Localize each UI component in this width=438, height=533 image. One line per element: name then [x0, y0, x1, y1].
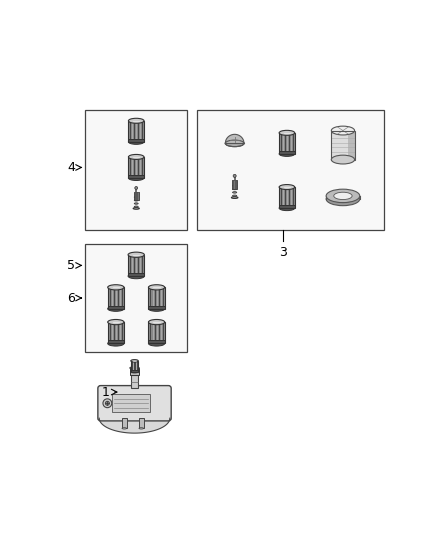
- Ellipse shape: [131, 370, 138, 373]
- Ellipse shape: [108, 285, 124, 290]
- Text: 5: 5: [67, 259, 75, 272]
- Bar: [279, 133, 295, 154]
- Bar: [128, 273, 145, 276]
- Bar: [279, 187, 295, 208]
- Circle shape: [103, 399, 112, 408]
- Text: 1: 1: [102, 385, 110, 399]
- Ellipse shape: [233, 192, 237, 193]
- Bar: [108, 322, 124, 343]
- Ellipse shape: [134, 200, 138, 201]
- Ellipse shape: [148, 306, 165, 311]
- Bar: [128, 175, 144, 178]
- Bar: [128, 157, 144, 178]
- Bar: [197, 110, 384, 230]
- Bar: [139, 418, 144, 429]
- Bar: [131, 375, 138, 389]
- Ellipse shape: [233, 188, 237, 190]
- Bar: [148, 287, 165, 309]
- Bar: [108, 340, 124, 343]
- Ellipse shape: [131, 360, 138, 362]
- Ellipse shape: [334, 192, 352, 199]
- Ellipse shape: [148, 319, 165, 325]
- Circle shape: [233, 174, 236, 177]
- Ellipse shape: [108, 341, 124, 346]
- Text: 4: 4: [67, 161, 75, 174]
- Ellipse shape: [148, 285, 165, 290]
- Ellipse shape: [279, 151, 295, 156]
- Bar: [131, 361, 138, 372]
- Bar: [108, 287, 124, 309]
- Circle shape: [105, 401, 110, 405]
- Ellipse shape: [128, 155, 144, 159]
- Ellipse shape: [134, 197, 138, 198]
- Bar: [131, 361, 138, 372]
- Bar: [108, 322, 124, 343]
- Bar: [279, 151, 295, 154]
- Bar: [348, 131, 354, 159]
- Ellipse shape: [331, 126, 354, 135]
- Bar: [148, 305, 165, 309]
- Bar: [128, 255, 145, 276]
- Polygon shape: [99, 418, 170, 433]
- Bar: [331, 131, 354, 159]
- Bar: [134, 192, 138, 200]
- Bar: [128, 121, 144, 142]
- Bar: [108, 305, 124, 309]
- Bar: [232, 181, 237, 189]
- Bar: [128, 255, 145, 276]
- Ellipse shape: [148, 341, 165, 346]
- Bar: [148, 287, 165, 309]
- Bar: [279, 133, 295, 154]
- Ellipse shape: [139, 427, 144, 429]
- Bar: [122, 418, 127, 429]
- Bar: [113, 394, 150, 412]
- Ellipse shape: [334, 195, 352, 203]
- Bar: [108, 287, 124, 309]
- Ellipse shape: [130, 367, 139, 369]
- Ellipse shape: [231, 197, 238, 198]
- Bar: [279, 205, 295, 208]
- Ellipse shape: [108, 319, 124, 325]
- Text: 6: 6: [67, 292, 75, 304]
- Bar: [85, 110, 187, 230]
- Ellipse shape: [279, 184, 295, 190]
- Ellipse shape: [233, 195, 237, 197]
- Ellipse shape: [128, 252, 145, 257]
- FancyBboxPatch shape: [98, 385, 171, 421]
- Ellipse shape: [134, 203, 138, 204]
- Text: 3: 3: [279, 246, 287, 260]
- Bar: [148, 322, 165, 343]
- Ellipse shape: [122, 427, 127, 429]
- Ellipse shape: [331, 155, 354, 164]
- Ellipse shape: [128, 175, 144, 181]
- Bar: [85, 244, 187, 352]
- Bar: [128, 121, 144, 142]
- Bar: [148, 322, 165, 343]
- Ellipse shape: [233, 185, 237, 187]
- Ellipse shape: [279, 206, 295, 211]
- Ellipse shape: [128, 273, 145, 279]
- Ellipse shape: [128, 118, 144, 123]
- Ellipse shape: [225, 140, 244, 147]
- Bar: [128, 139, 144, 142]
- Bar: [128, 157, 144, 178]
- Ellipse shape: [133, 207, 139, 209]
- Bar: [331, 131, 354, 159]
- Bar: [130, 368, 139, 375]
- Ellipse shape: [326, 189, 360, 203]
- Ellipse shape: [134, 206, 138, 207]
- Bar: [148, 340, 165, 343]
- Ellipse shape: [108, 306, 124, 311]
- Circle shape: [135, 187, 138, 189]
- Ellipse shape: [279, 131, 295, 135]
- Polygon shape: [225, 134, 244, 143]
- Ellipse shape: [326, 192, 360, 206]
- Bar: [131, 370, 138, 372]
- Ellipse shape: [128, 139, 144, 144]
- Bar: [279, 187, 295, 208]
